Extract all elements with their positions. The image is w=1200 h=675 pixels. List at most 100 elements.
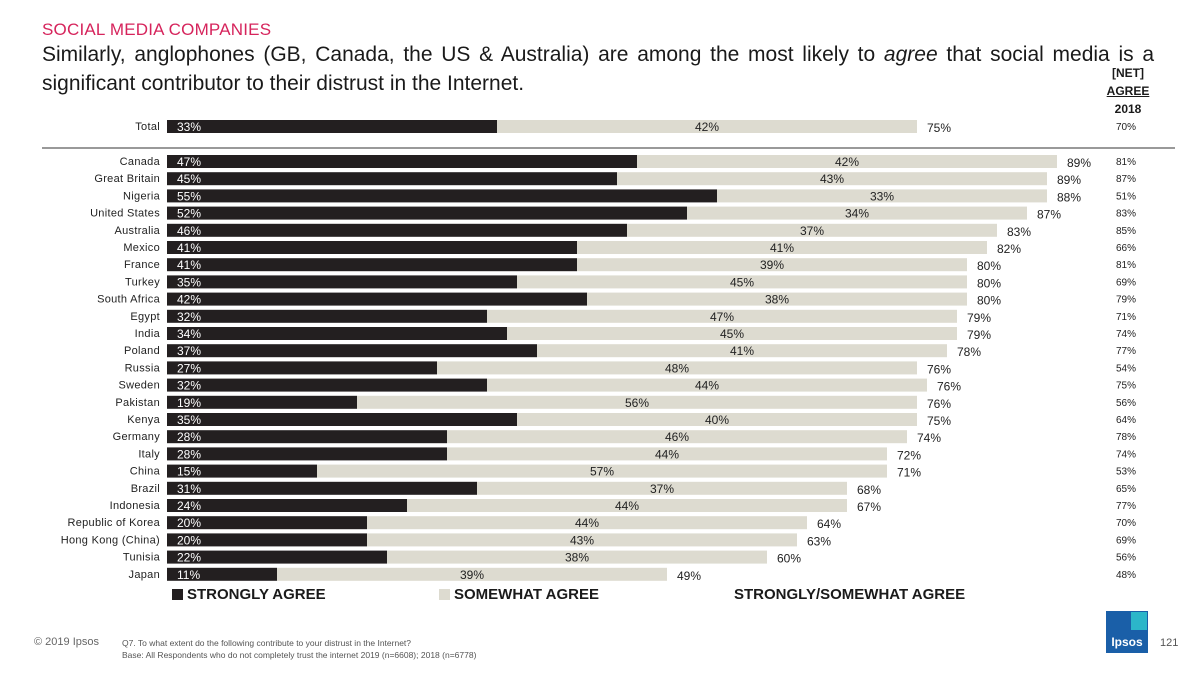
value-label-total: 82% [997, 242, 1021, 256]
bar-strongly-agree [167, 447, 447, 461]
value-label-net-2018: 85% [1116, 226, 1136, 237]
bar-somewhat-agree [317, 464, 887, 478]
category-label: Italy [138, 448, 160, 460]
value-label-somewhat: 42% [695, 120, 719, 134]
value-label-somewhat: 41% [730, 344, 754, 358]
value-label-somewhat: 37% [800, 224, 824, 238]
value-label-strongly: 28% [177, 430, 201, 444]
bar-strongly-agree [167, 395, 357, 409]
bar-somewhat-agree [367, 516, 807, 530]
bar-strongly-agree [167, 292, 587, 306]
value-label-net-2018: 64% [1116, 415, 1136, 426]
value-label-strongly: 28% [177, 447, 201, 461]
value-label-somewhat: 42% [835, 155, 859, 169]
category-label: Poland [124, 345, 160, 357]
value-label-net-2018: 77% [1116, 346, 1136, 357]
value-label-net-2018: 77% [1116, 501, 1136, 512]
bar-strongly-agree [167, 550, 387, 564]
bar-strongly-agree [167, 499, 407, 512]
value-label-somewhat: 48% [665, 361, 689, 375]
value-label-total: 74% [917, 431, 941, 445]
value-label-somewhat: 41% [770, 241, 794, 255]
bar-strongly-agree [167, 413, 517, 426]
bar-strongly-agree [167, 516, 367, 530]
value-label-somewhat: 44% [575, 516, 599, 530]
value-label-total: 87% [1037, 208, 1061, 222]
category-label: Nigeria [123, 190, 161, 202]
net-header-line1: [NET] [1112, 66, 1144, 80]
bar-strongly-agree [167, 327, 507, 340]
value-label-strongly: 52% [177, 207, 201, 221]
value-label-strongly: 45% [177, 172, 201, 186]
bar-somewhat-agree [447, 447, 887, 461]
category-label: Tunisia [123, 552, 161, 564]
value-label-strongly: 20% [177, 516, 201, 530]
value-label-strongly: 46% [177, 224, 201, 238]
value-label-net-2018: 71% [1116, 312, 1136, 323]
value-label-strongly: 34% [177, 327, 201, 341]
category-label: Germany [113, 431, 161, 443]
bar-somewhat-agree [477, 481, 847, 495]
footnote: Q7. To what extent do the following cont… [122, 637, 476, 661]
value-label-strongly: 19% [177, 396, 201, 410]
value-label-total: 80% [977, 294, 1001, 308]
page-number: 121 [1160, 637, 1179, 649]
value-label-net-2018: 74% [1116, 329, 1136, 340]
category-label: Sweden [118, 380, 160, 392]
value-label-net-2018: 81% [1116, 260, 1136, 271]
legend-strongly-agree: STRONGLY AGREE [172, 586, 326, 603]
bar-somewhat-agree [387, 550, 767, 564]
value-label-total: 80% [977, 276, 1001, 290]
bar-somewhat-agree [487, 378, 927, 392]
legend-swatch-strong [172, 589, 183, 600]
headline-part-2: that social media is a significant contr… [42, 43, 1155, 95]
value-label-strongly: 15% [177, 465, 201, 479]
bar-strongly-agree [167, 309, 487, 323]
category-label: Kenya [127, 414, 160, 426]
bar-strongly-agree [167, 567, 277, 581]
value-label-somewhat: 39% [760, 258, 784, 272]
value-label-total: 89% [1057, 173, 1081, 187]
bar-strongly-agree [167, 464, 317, 478]
category-label: Total [135, 121, 160, 133]
value-label-total: 67% [857, 500, 881, 514]
value-label-strongly: 11% [177, 568, 200, 582]
value-label-net-2018: 69% [1116, 535, 1136, 546]
category-label: Hong Kong (China) [61, 534, 160, 546]
value-label-net-2018: 78% [1116, 432, 1136, 443]
net-header-line3: 2018 [1114, 102, 1142, 116]
logo-text: Ipsos [1111, 635, 1143, 649]
value-label-net-2018: 74% [1116, 449, 1136, 460]
value-label-net-2018: 83% [1116, 209, 1136, 220]
value-label-net-2018: 70% [1116, 122, 1136, 133]
value-label-net-2018: 69% [1116, 277, 1136, 288]
bar-somewhat-agree [367, 533, 797, 547]
value-label-somewhat: 47% [710, 310, 734, 324]
legend-label-strong: STRONGLY AGREE [187, 586, 326, 603]
category-label: Great Britain [94, 173, 160, 185]
section-kicker: SOCIAL MEDIA COMPANIES [42, 20, 272, 39]
bar-somewhat-agree [587, 292, 967, 306]
value-label-net-2018: 56% [1116, 553, 1136, 564]
value-label-somewhat: 40% [705, 413, 729, 427]
category-label: Australia [115, 225, 161, 237]
value-label-total: 71% [897, 466, 921, 480]
bar-somewhat-agree [537, 344, 947, 358]
category-label: Brazil [131, 483, 160, 495]
value-label-total: 89% [1067, 156, 1091, 170]
value-label-strongly: 41% [177, 258, 201, 272]
value-label-net-2018: 66% [1116, 243, 1136, 254]
value-label-strongly: 27% [177, 361, 201, 375]
value-label-strongly: 35% [177, 413, 201, 427]
value-label-strongly: 32% [177, 379, 201, 393]
value-label-net-2018: 79% [1116, 295, 1136, 306]
bar-somewhat-agree [277, 567, 667, 581]
bar-strongly-agree [167, 223, 627, 237]
bar-strongly-agree [167, 344, 537, 358]
logo-accent [1131, 612, 1147, 630]
bar-somewhat-agree [487, 309, 957, 323]
legend-somewhat-agree: SOMEWHAT AGREE [439, 586, 599, 603]
bar-somewhat-agree [517, 275, 967, 289]
bar-strongly-agree [167, 172, 617, 186]
